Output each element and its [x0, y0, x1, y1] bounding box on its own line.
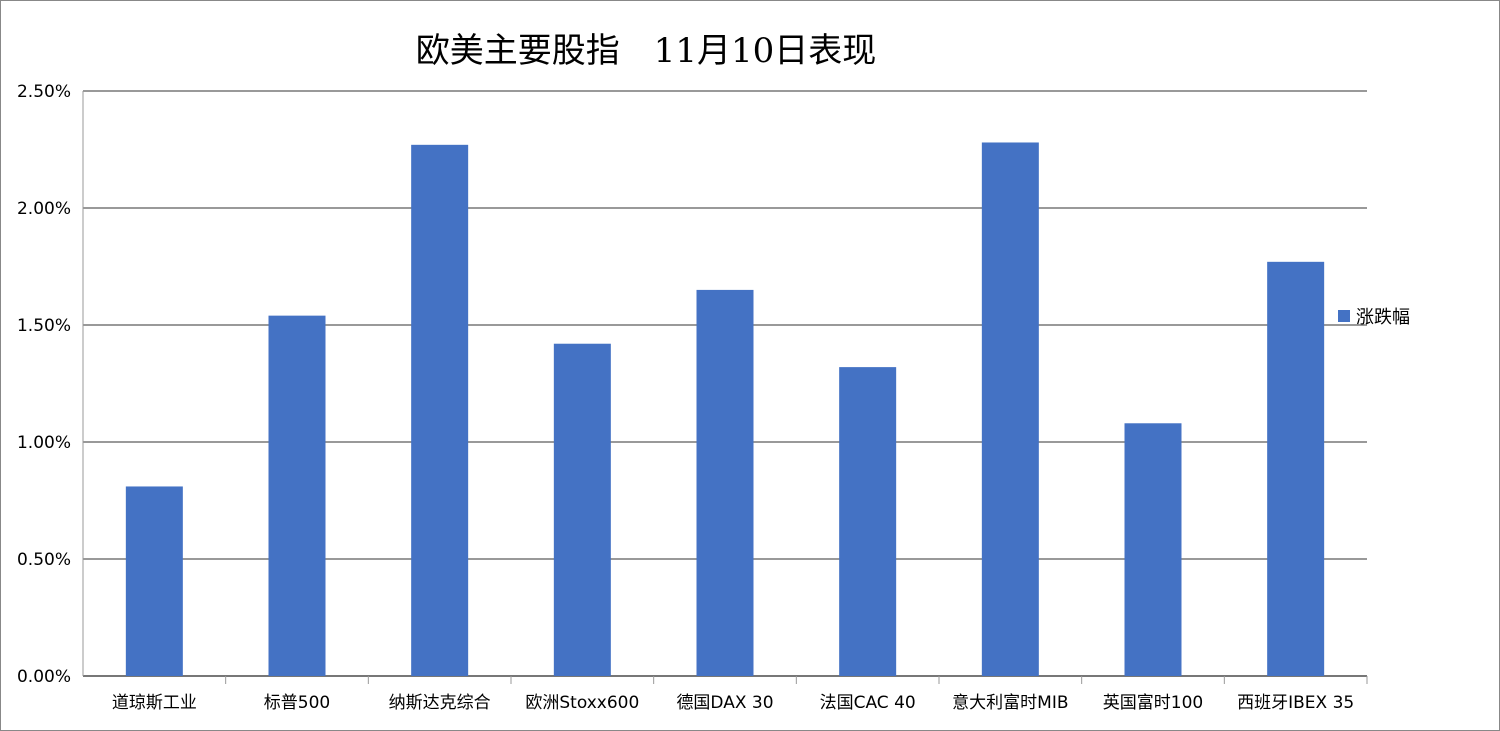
bar	[1124, 423, 1182, 676]
bar	[981, 142, 1039, 677]
legend-label: 涨跌幅	[1356, 307, 1410, 328]
y-tick-label: 2.00%	[17, 199, 71, 219]
y-tick-label: 0.00%	[17, 667, 71, 687]
y-tick-label: 2.50%	[17, 82, 71, 102]
x-tick-label: 纳斯达克综合	[389, 693, 491, 713]
bar	[268, 315, 326, 676]
legend-swatch	[1338, 310, 1350, 322]
x-tick-label: 道琼斯工业	[112, 693, 197, 713]
y-tick-label: 0.50%	[17, 550, 71, 570]
bar	[125, 486, 183, 676]
x-tick-label: 意大利富时MIB	[952, 693, 1068, 713]
x-tick-label: 欧洲Stoxx600	[525, 693, 639, 713]
bar	[696, 289, 754, 676]
x-tick-label: 德国DAX 30	[676, 693, 773, 713]
bar	[839, 367, 897, 676]
bar	[553, 343, 611, 676]
bar	[1267, 261, 1325, 676]
x-tick-label: 标普500	[264, 693, 330, 713]
y-tick-label: 1.00%	[17, 433, 71, 453]
chart-title: 欧美主要股指 11月10日表现	[415, 31, 877, 71]
x-tick-label: 法国CAC 40	[820, 693, 916, 713]
x-tick-label: 英国富时100	[1103, 693, 1203, 713]
x-tick-label: 西班牙IBEX 35	[1237, 693, 1354, 713]
bar	[411, 144, 469, 676]
legend: 涨跌幅	[1338, 303, 1410, 329]
y-tick-label: 1.50%	[17, 316, 71, 336]
